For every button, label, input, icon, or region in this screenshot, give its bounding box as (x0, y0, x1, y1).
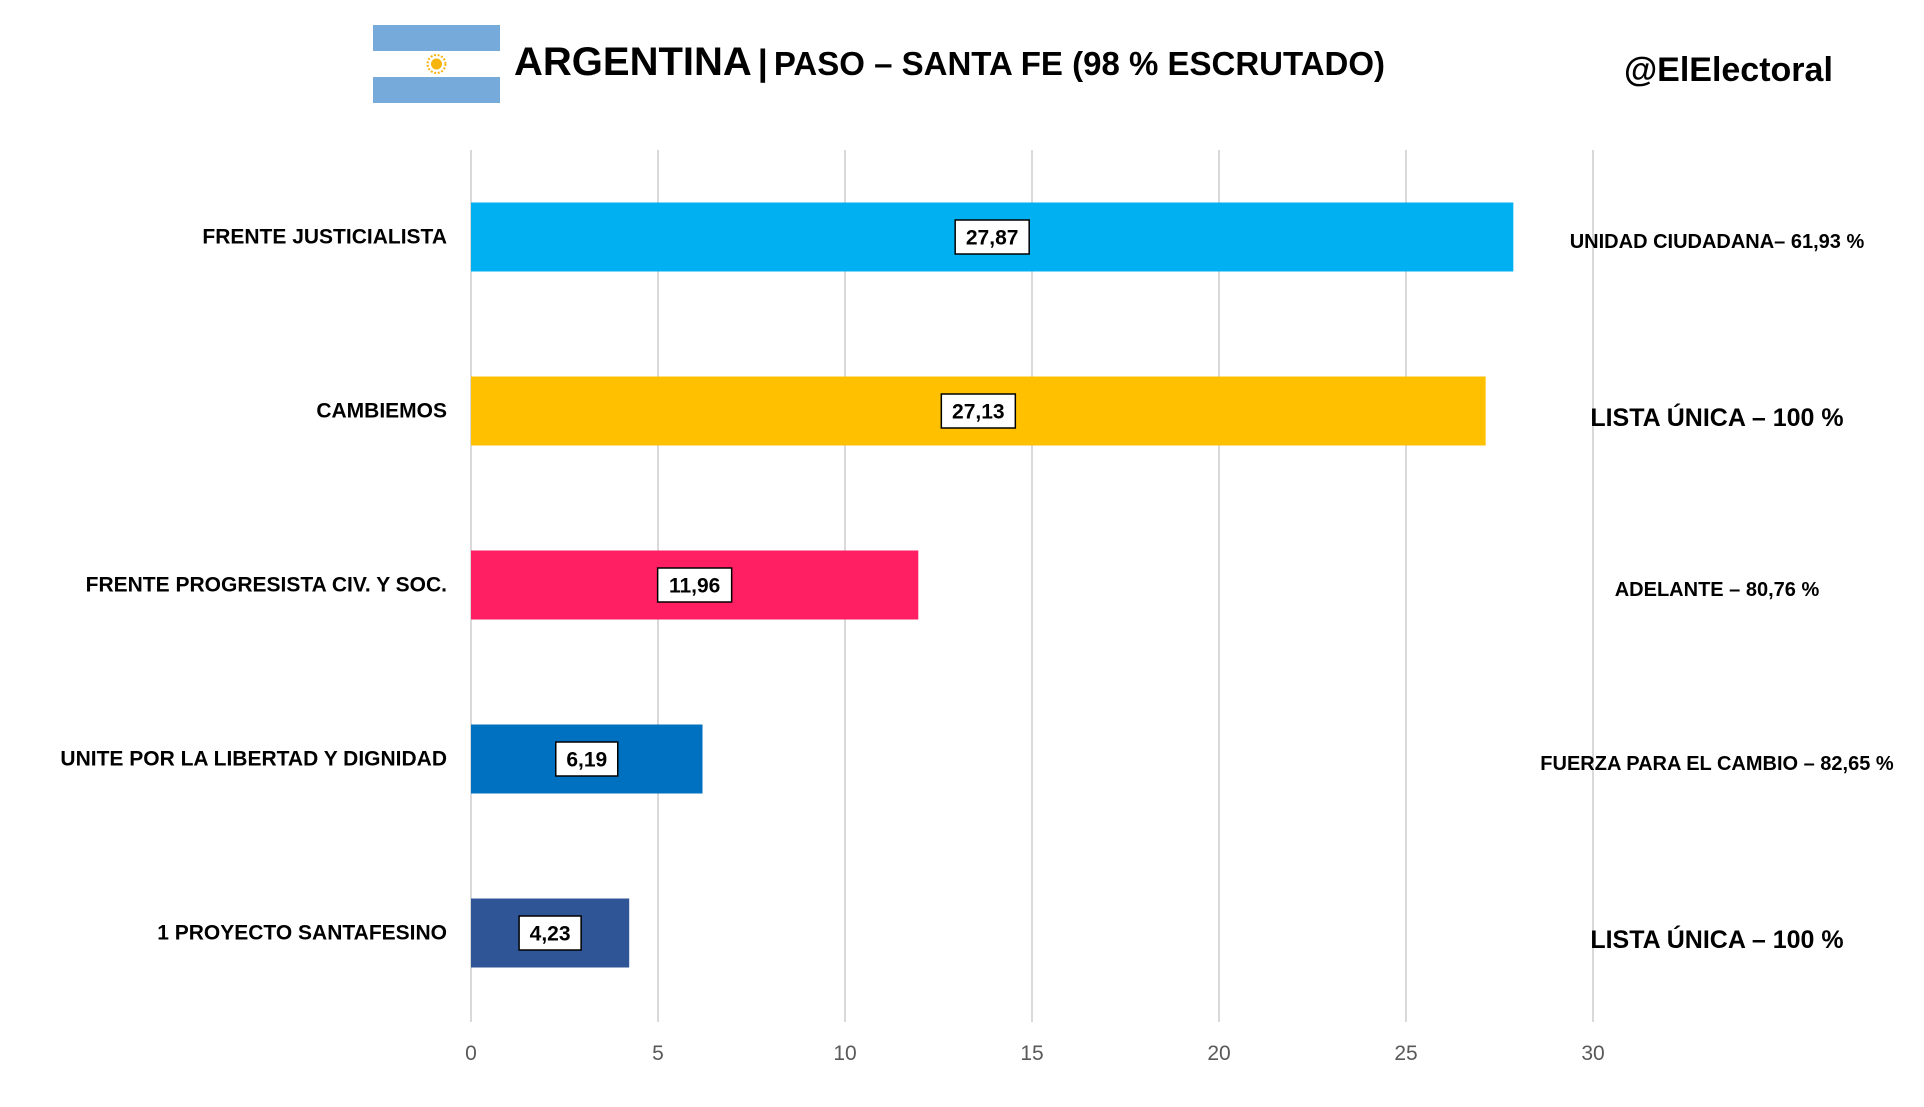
category-label: UNITE POR LA LIBERTAD Y DIGNIDAD (60, 748, 447, 771)
value-label-box (940, 393, 1017, 429)
bars (471, 202, 1514, 968)
annotation-label: ADELANTE – 80,76 % (1615, 579, 1820, 601)
x-tick-label: 10 (833, 1042, 856, 1065)
category-label: FRENTE JUSTICIALISTA (202, 226, 447, 249)
value-label-box (656, 567, 733, 603)
value-label: 6,19 (566, 749, 607, 772)
annotation-label: UNIDAD CIUDADANA– 61,93 % (1570, 231, 1865, 253)
labels: 0 5 10 15 20 25 30 FRENTE JUSTICIALISTA 27,87 UNI… (60, 219, 1894, 1065)
title-main: ARGENTINA (514, 40, 752, 84)
category-label: FRENTE PROGRESISTA CIV. Y SOC. (86, 574, 447, 597)
value-label: 4,23 (530, 923, 571, 946)
value-label: 27,13 (952, 401, 1005, 424)
x-tick-label: 30 (1581, 1042, 1604, 1065)
chart-title: ARGENTINA | PASO – SANTA FE (98 % ESCRUTAD… (514, 40, 1385, 85)
annotation-label: FUERZA PARA EL CAMBIO – 82,65 % (1540, 753, 1894, 775)
flag-stripe-bottom (373, 77, 500, 103)
x-tick-label: 25 (1394, 1042, 1417, 1065)
value-label-box (954, 219, 1030, 255)
x-tick-label: 20 (1207, 1042, 1230, 1065)
category-label: 1 PROYECTO SANTAFESINO (157, 922, 447, 945)
author-handle: @ElElectoral (1624, 51, 1833, 89)
sun-disc (431, 58, 442, 70)
title-separator: | (757, 42, 768, 83)
value-label-box (518, 915, 582, 951)
category-label: CAMBIEMOS (316, 400, 447, 423)
annotation-label: LISTA ÚNICA – 100 % (1590, 924, 1843, 954)
argentina-flag-icon (373, 25, 500, 103)
value-label-box (555, 741, 619, 777)
value-label: 11,96 (669, 575, 720, 598)
value-label: 27,87 (966, 227, 1019, 250)
flag-stripe-top (373, 25, 500, 51)
x-tick-label: 15 (1020, 1042, 1043, 1065)
sun-of-may-icon (426, 54, 447, 74)
title-subtitle: PASO – SANTA FE (98 % ESCRUTADO) (773, 45, 1386, 82)
x-tick-label: 0 (465, 1042, 477, 1065)
annotation-label: LISTA ÚNICA – 100 % (1590, 402, 1843, 432)
x-tick-label: 5 (652, 1042, 664, 1065)
sun-rays (426, 54, 447, 74)
